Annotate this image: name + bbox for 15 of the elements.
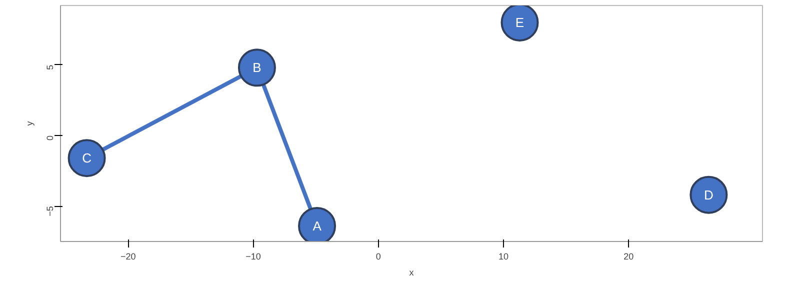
data-label: D <box>704 187 714 202</box>
y-axis-title: y <box>24 120 34 126</box>
data-label: C <box>82 150 92 166</box>
y-tick-label: 0 <box>45 136 55 141</box>
y-tick-label: −5 <box>45 206 55 216</box>
x-axis-title: x <box>409 268 414 278</box>
data-label: A <box>312 218 322 234</box>
x-tick-label: 10 <box>498 252 508 262</box>
data-label: B <box>252 60 262 76</box>
data-label: E <box>515 14 524 30</box>
x-tick-label: 20 <box>624 252 634 262</box>
x-tick-label: −10 <box>246 252 261 262</box>
x-tick-label: 0 <box>376 252 381 262</box>
x-tick-label: −20 <box>120 252 136 262</box>
y-tick-label: 5 <box>45 64 55 70</box>
